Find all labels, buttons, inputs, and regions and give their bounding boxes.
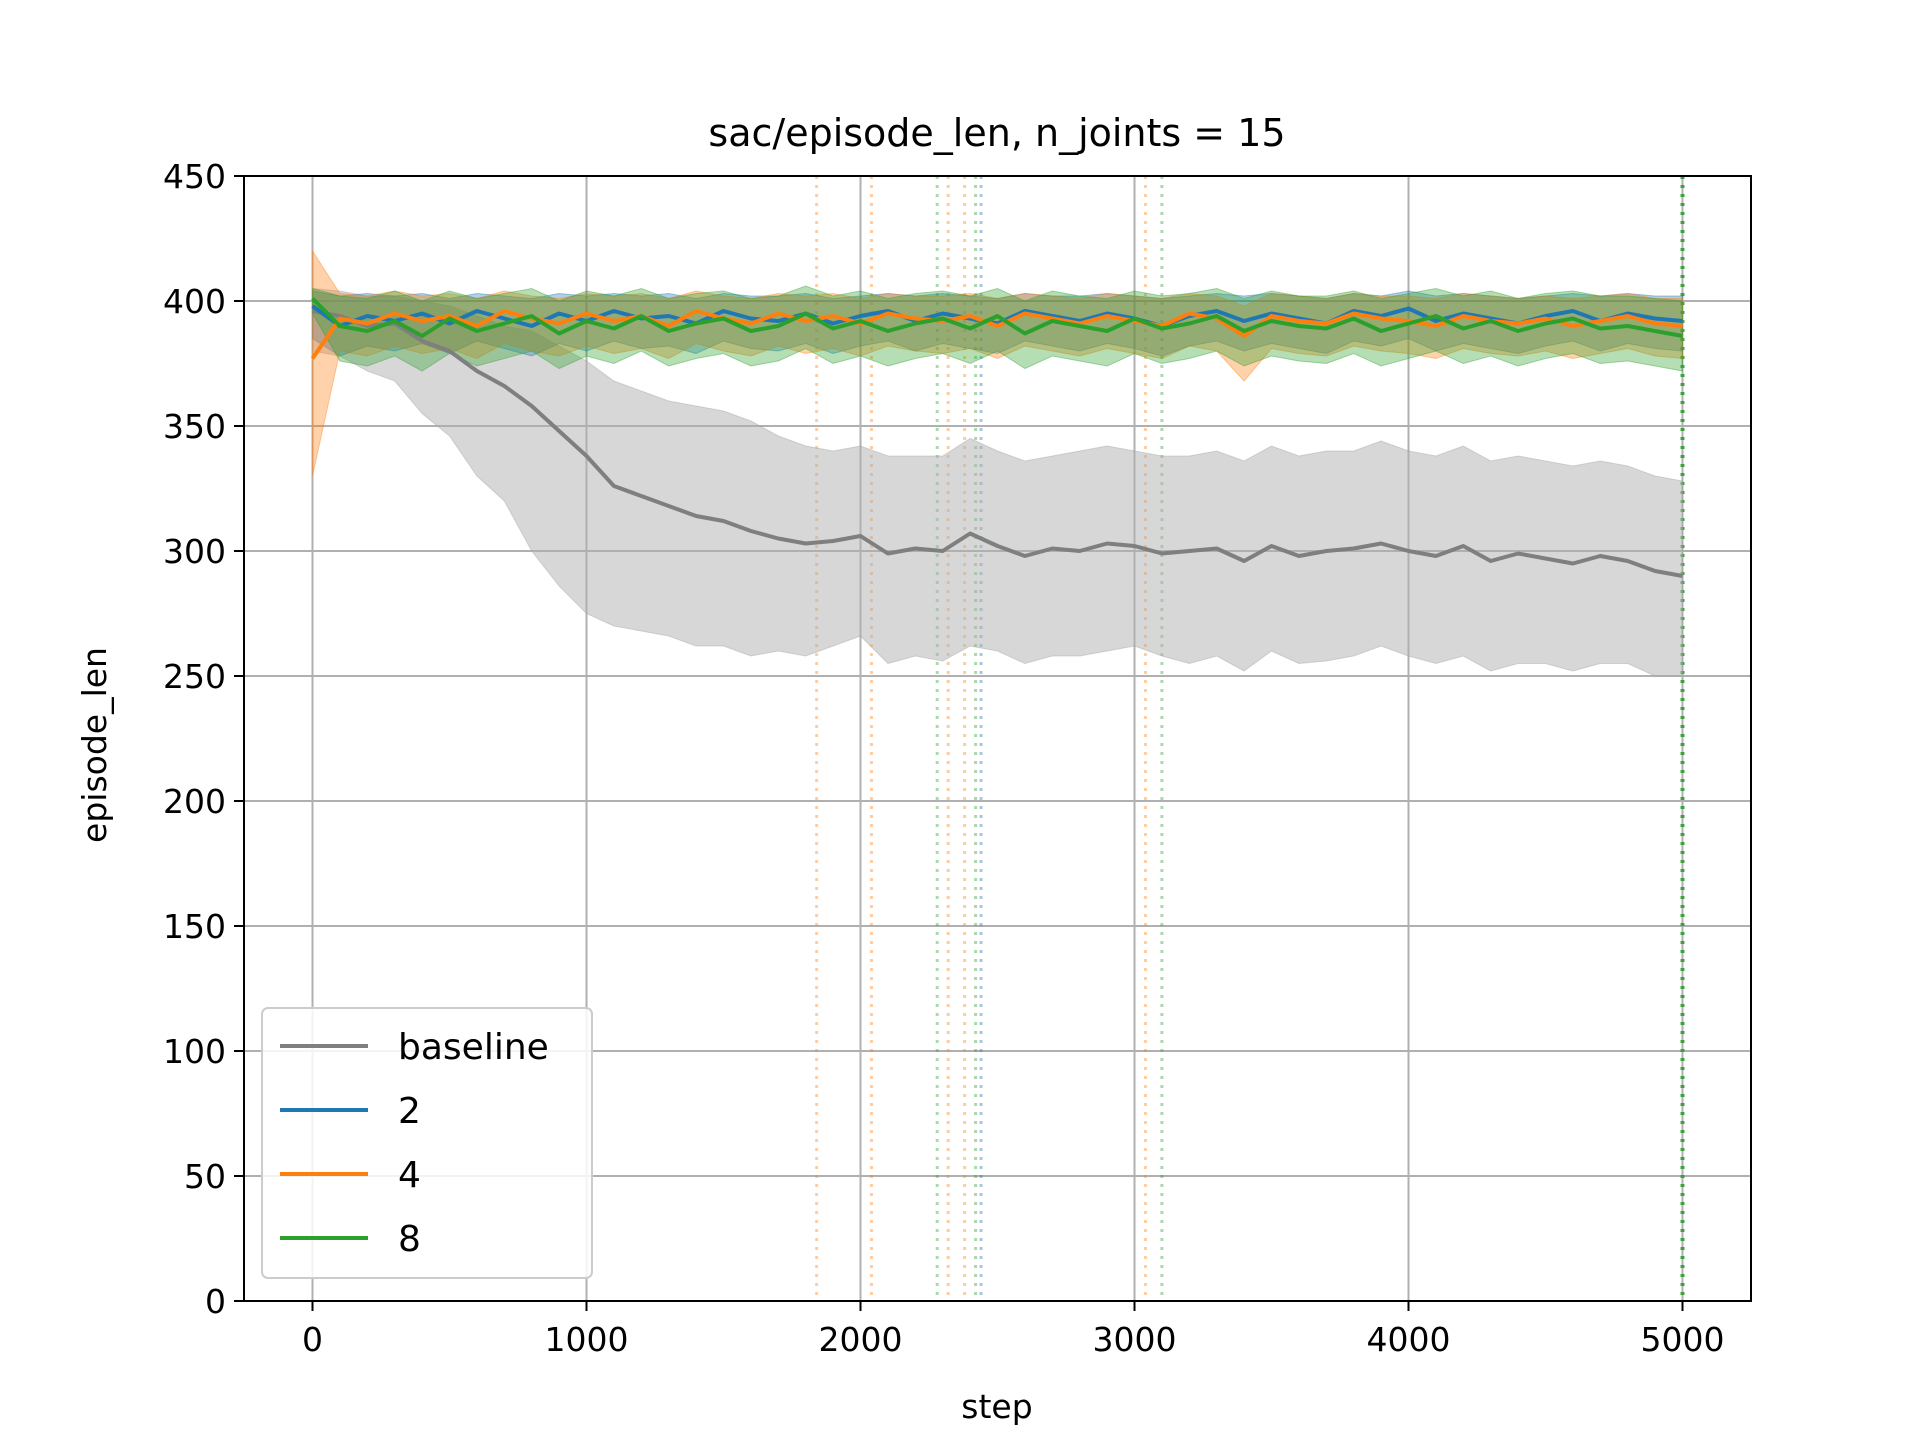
y-tick-label: 450 <box>163 157 226 196</box>
y-tick-label: 300 <box>163 532 226 571</box>
legend-label-4: 4 <box>398 1155 421 1196</box>
x-tick-label: 2000 <box>819 1320 903 1359</box>
legend: baseline 2 4 8 <box>261 1007 593 1279</box>
series-line-8 <box>311 297 1683 338</box>
y-tick-label: 400 <box>163 282 226 321</box>
y-tick-label: 200 <box>163 782 226 821</box>
y-tick-label: 350 <box>163 407 226 446</box>
y-axis-label: episode_len <box>75 647 114 843</box>
plot-frame <box>243 175 1752 1302</box>
x-axis-label: step <box>961 1387 1032 1426</box>
y-tick-label: 250 <box>163 657 226 696</box>
band-4 <box>312 249 1683 477</box>
x-tick-label: 0 <box>302 1320 323 1359</box>
band-8 <box>312 285 1683 372</box>
event-markers <box>815 176 1685 1301</box>
axis-ticks: 0 1000 2000 3000 4000 5000 0 50 100 150 200 250 300 3… <box>163 157 1724 1359</box>
band-baseline <box>312 287 1683 677</box>
series-line-baseline <box>312 309 1683 578</box>
legend-label-2: 2 <box>398 1091 421 1132</box>
y-tick-label: 0 <box>205 1282 226 1321</box>
series-lines <box>310 297 1683 578</box>
x-tick-label: 5000 <box>1641 1320 1725 1359</box>
y-tick-label: 100 <box>163 1032 226 1071</box>
chart-title: sac/episode_len, n_joints = 15 <box>708 111 1285 155</box>
legend-box <box>261 1007 593 1279</box>
x-tick-label: 4000 <box>1367 1320 1451 1359</box>
legend-label-8: 8 <box>398 1219 421 1260</box>
x-tick-label: 1000 <box>545 1320 629 1359</box>
y-tick-label: 50 <box>184 1157 226 1196</box>
x-tick-label: 3000 <box>1093 1320 1177 1359</box>
legend-label-baseline: baseline <box>398 1027 549 1068</box>
y-tick-label: 150 <box>163 907 226 946</box>
